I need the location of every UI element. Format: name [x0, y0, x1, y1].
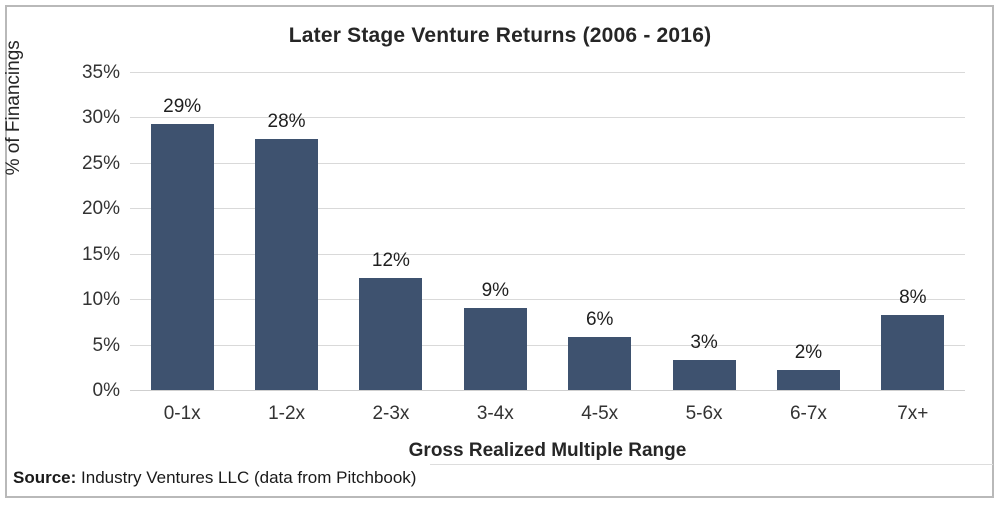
x-tick-label: 0-1x [163, 403, 201, 424]
x-tick-label: 6-7x [789, 403, 827, 424]
y-axis-title: % of Financings [3, 40, 24, 176]
source-label: Source: [13, 468, 77, 487]
bar-2-3x [359, 278, 423, 391]
bar-value-label: 3% [690, 332, 718, 354]
y-tick-label: 5% [92, 334, 120, 356]
bar-value-label: 9% [481, 280, 510, 302]
gridline [130, 299, 965, 301]
y-tick-label: 30% [81, 107, 120, 129]
source-text: Industry Ventures LLC (data from Pitchbo… [76, 468, 417, 487]
y-tick-label: 25% [81, 152, 120, 174]
bar-value-label: 8% [899, 286, 927, 308]
bar-value-label: 2% [794, 342, 823, 364]
bar-value-label: 12% [371, 250, 410, 272]
gridline [130, 344, 965, 346]
bar-value-label: 28% [267, 111, 306, 133]
x-tick-label: 7x+ [897, 403, 929, 424]
bar-6-7x [776, 370, 840, 391]
bar-value-label: 29% [163, 95, 202, 117]
image-edge-hairline [430, 464, 993, 465]
chart-title: Later Stage Venture Returns (2006 - 2016… [288, 24, 712, 47]
plot-area: 0% 5% 10% 15% 20% 25% 30% 35% 29% 0-1x 28% 1-2x 12% 2… [82, 63, 965, 424]
bar-value-label: 6% [585, 308, 614, 330]
x-tick-label: 2-3x [372, 403, 410, 424]
bar-5-6x [672, 360, 736, 391]
x-tick-label: 5-6x [685, 403, 723, 424]
y-tick-label: 0% [92, 380, 120, 401]
gridline [130, 253, 965, 255]
x-axis-title: Gross Realized Multiple Range [408, 440, 687, 461]
bar-1-2x [255, 139, 319, 391]
y-tick-label: 35% [81, 62, 120, 83]
x-tick-label: 3-4x [476, 403, 514, 424]
bar-4-5x [568, 336, 632, 391]
y-tick-label: 20% [81, 198, 120, 220]
source-attribution: Source: Industry Ventures LLC (data from… [13, 468, 416, 488]
bar-7x+ [881, 314, 945, 391]
gridline [130, 208, 965, 210]
y-tick-label: 15% [81, 243, 120, 265]
gridline [130, 162, 965, 164]
x-tick-label: 1-2x [268, 403, 306, 424]
y-tick-label: 10% [81, 289, 120, 311]
bar-3-4x [463, 308, 527, 391]
x-axis-line [130, 390, 965, 391]
gridline [130, 72, 965, 73]
gridline [130, 117, 965, 119]
x-tick-label: 4-5x [581, 403, 619, 424]
bar-0-1x [150, 123, 214, 391]
